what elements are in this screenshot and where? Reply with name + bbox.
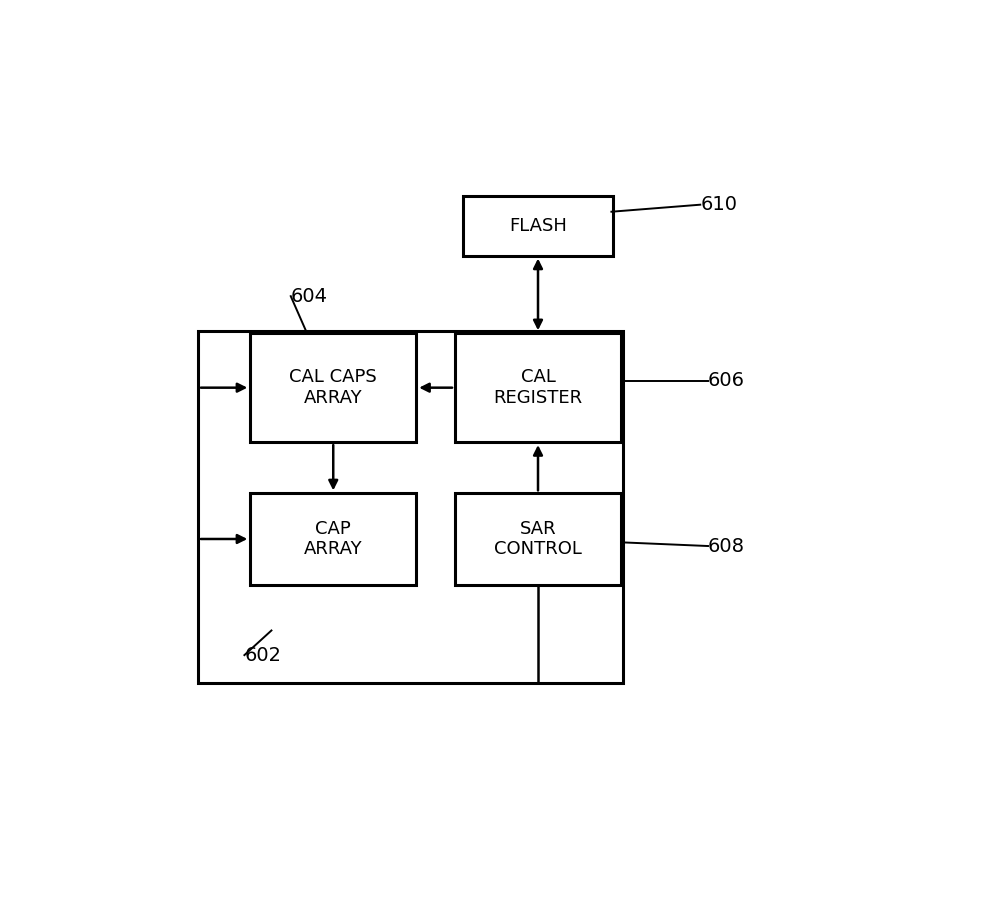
Text: 604: 604 [291, 287, 328, 305]
Bar [455, 494, 621, 585]
Text: CAP
ARRAY: CAP ARRAY [304, 519, 363, 558]
Bar [463, 196, 613, 256]
Text: CAL CAPS
ARRAY: CAL CAPS ARRAY [289, 368, 377, 407]
Text: 606: 606 [708, 371, 745, 390]
Text: SAR
CONTROL: SAR CONTROL [495, 519, 582, 558]
Text: 610: 610 [700, 196, 737, 214]
Bar [198, 332, 623, 684]
Bar [250, 494, 417, 585]
Text: 608: 608 [708, 537, 745, 556]
Bar [455, 333, 621, 442]
Text: CAL
REGISTER: CAL REGISTER [494, 368, 582, 407]
Text: FLASH: FLASH [509, 217, 567, 235]
Text: 602: 602 [244, 645, 281, 664]
Bar [250, 333, 417, 442]
